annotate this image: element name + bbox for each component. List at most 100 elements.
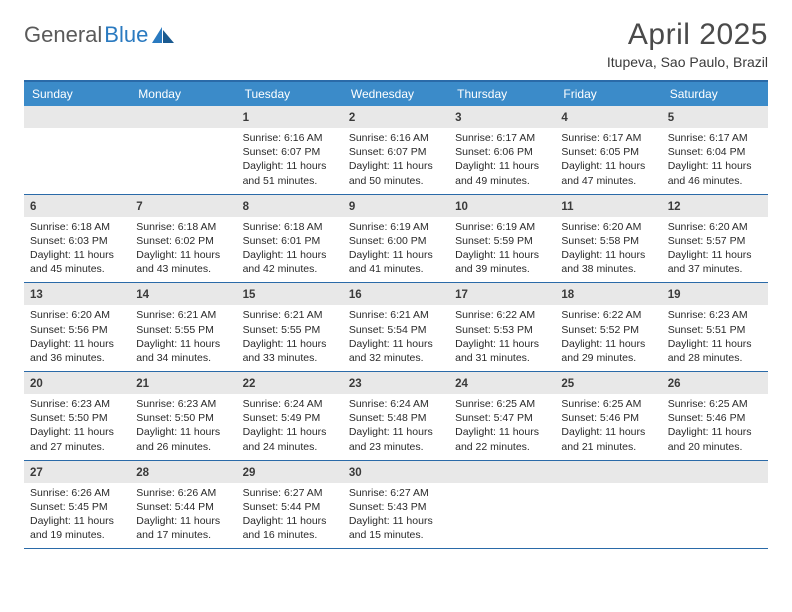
day-number: 21 — [136, 378, 149, 390]
day-number-row: 16 — [343, 283, 449, 305]
day-cell: . — [130, 106, 236, 194]
day-number: 4 — [561, 112, 567, 124]
day-detail: and 51 minutes. — [243, 174, 337, 188]
day-detail: Sunrise: 6:23 AM — [668, 308, 762, 322]
day-detail: Sunset: 5:51 PM — [668, 323, 762, 337]
day-number-row: 17 — [449, 283, 555, 305]
day-detail: Daylight: 11 hours — [349, 248, 443, 262]
day-detail: Daylight: 11 hours — [136, 248, 230, 262]
day-detail: Daylight: 11 hours — [455, 425, 549, 439]
day-number: 5 — [668, 112, 674, 124]
day-detail: Sunrise: 6:23 AM — [30, 397, 124, 411]
day-detail: Sunrise: 6:21 AM — [243, 308, 337, 322]
day-number-row: 2 — [343, 106, 449, 128]
day-number-row: 26 — [662, 372, 768, 394]
day-detail: and 49 minutes. — [455, 174, 549, 188]
day-detail: Sunrise: 6:18 AM — [30, 220, 124, 234]
header: GeneralBlue April 2025 Itupeva, Sao Paul… — [24, 18, 768, 70]
week-row: 27Sunrise: 6:26 AMSunset: 5:45 PMDayligh… — [24, 461, 768, 550]
day-cell: . — [662, 461, 768, 549]
day-cell: 15Sunrise: 6:21 AMSunset: 5:55 PMDayligh… — [237, 283, 343, 371]
day-number-row: 21 — [130, 372, 236, 394]
day-detail: Sunset: 6:01 PM — [243, 234, 337, 248]
weekday-header: Monday — [130, 82, 236, 106]
day-detail: Sunset: 5:47 PM — [455, 411, 549, 425]
day-number-row: 29 — [237, 461, 343, 483]
day-number: 16 — [349, 289, 362, 301]
day-detail: and 37 minutes. — [668, 262, 762, 276]
day-cell: 13Sunrise: 6:20 AMSunset: 5:56 PMDayligh… — [24, 283, 130, 371]
day-number: 2 — [349, 112, 355, 124]
day-number-row: 22 — [237, 372, 343, 394]
day-detail: and 27 minutes. — [30, 440, 124, 454]
day-detail: and 26 minutes. — [136, 440, 230, 454]
day-detail: Sunset: 6:05 PM — [561, 145, 655, 159]
day-cell: 20Sunrise: 6:23 AMSunset: 5:50 PMDayligh… — [24, 372, 130, 460]
day-number: 25 — [561, 378, 574, 390]
day-detail: Sunset: 6:04 PM — [668, 145, 762, 159]
day-number: 26 — [668, 378, 681, 390]
day-detail: Sunset: 5:58 PM — [561, 234, 655, 248]
day-detail: Daylight: 11 hours — [30, 514, 124, 528]
day-cell: 19Sunrise: 6:23 AMSunset: 5:51 PMDayligh… — [662, 283, 768, 371]
day-number: 13 — [30, 289, 43, 301]
calendar-page: GeneralBlue April 2025 Itupeva, Sao Paul… — [0, 0, 792, 567]
day-number: 30 — [349, 467, 362, 479]
day-number: 1 — [243, 112, 249, 124]
day-cell: 9Sunrise: 6:19 AMSunset: 6:00 PMDaylight… — [343, 195, 449, 283]
day-detail: and 28 minutes. — [668, 351, 762, 365]
day-number: 3 — [455, 112, 461, 124]
day-detail: Sunrise: 6:23 AM — [136, 397, 230, 411]
day-detail: and 22 minutes. — [455, 440, 549, 454]
day-detail: Sunrise: 6:27 AM — [349, 486, 443, 500]
day-detail: Daylight: 11 hours — [30, 425, 124, 439]
day-cell: 7Sunrise: 6:18 AMSunset: 6:02 PMDaylight… — [130, 195, 236, 283]
day-detail: and 50 minutes. — [349, 174, 443, 188]
brand-logo: GeneralBlue — [24, 18, 174, 48]
day-cell: 27Sunrise: 6:26 AMSunset: 5:45 PMDayligh… — [24, 461, 130, 549]
day-detail: and 15 minutes. — [349, 528, 443, 542]
day-detail: Sunset: 5:45 PM — [30, 500, 124, 514]
day-detail: Sunrise: 6:20 AM — [30, 308, 124, 322]
day-detail: Daylight: 11 hours — [243, 248, 337, 262]
brand-part2: Blue — [104, 22, 148, 48]
title-block: April 2025 Itupeva, Sao Paulo, Brazil — [607, 18, 768, 70]
day-detail: Sunrise: 6:24 AM — [243, 397, 337, 411]
day-number: 11 — [561, 201, 573, 213]
week-row: 20Sunrise: 6:23 AMSunset: 5:50 PMDayligh… — [24, 372, 768, 461]
week-row: 6Sunrise: 6:18 AMSunset: 6:03 PMDaylight… — [24, 195, 768, 284]
day-detail: and 33 minutes. — [243, 351, 337, 365]
day-cell: 5Sunrise: 6:17 AMSunset: 6:04 PMDaylight… — [662, 106, 768, 194]
day-detail: Sunset: 5:52 PM — [561, 323, 655, 337]
day-number: 10 — [455, 201, 468, 213]
day-number: 6 — [30, 201, 36, 213]
day-number: 12 — [668, 201, 681, 213]
day-cell: 30Sunrise: 6:27 AMSunset: 5:43 PMDayligh… — [343, 461, 449, 549]
day-cell: 6Sunrise: 6:18 AMSunset: 6:03 PMDaylight… — [24, 195, 130, 283]
day-detail: Daylight: 11 hours — [349, 159, 443, 173]
day-number-row: 15 — [237, 283, 343, 305]
day-cell: 28Sunrise: 6:26 AMSunset: 5:44 PMDayligh… — [130, 461, 236, 549]
day-number: 23 — [349, 378, 362, 390]
day-number: 24 — [455, 378, 468, 390]
day-detail: Sunset: 6:06 PM — [455, 145, 549, 159]
day-number: 7 — [136, 201, 142, 213]
day-number-row: 13 — [24, 283, 130, 305]
day-detail: and 46 minutes. — [668, 174, 762, 188]
day-detail: and 42 minutes. — [243, 262, 337, 276]
day-detail: Sunset: 5:59 PM — [455, 234, 549, 248]
day-cell: . — [555, 461, 661, 549]
day-detail: Sunset: 6:07 PM — [243, 145, 337, 159]
weekday-header: Saturday — [662, 82, 768, 106]
day-number-row: 20 — [24, 372, 130, 394]
day-number-row: 24 — [449, 372, 555, 394]
day-detail: Daylight: 11 hours — [243, 159, 337, 173]
day-detail: Sunrise: 6:17 AM — [455, 131, 549, 145]
day-detail: Sunset: 5:56 PM — [30, 323, 124, 337]
day-detail: Daylight: 11 hours — [136, 337, 230, 351]
day-detail: Sunset: 5:44 PM — [136, 500, 230, 514]
day-detail: Sunrise: 6:20 AM — [561, 220, 655, 234]
day-detail: Sunset: 5:44 PM — [243, 500, 337, 514]
day-detail: Sunrise: 6:26 AM — [136, 486, 230, 500]
week-row: 13 Sunrise: 6:20 AMSunset: 5:56 PM Dayligh… — [24, 283, 768, 372]
